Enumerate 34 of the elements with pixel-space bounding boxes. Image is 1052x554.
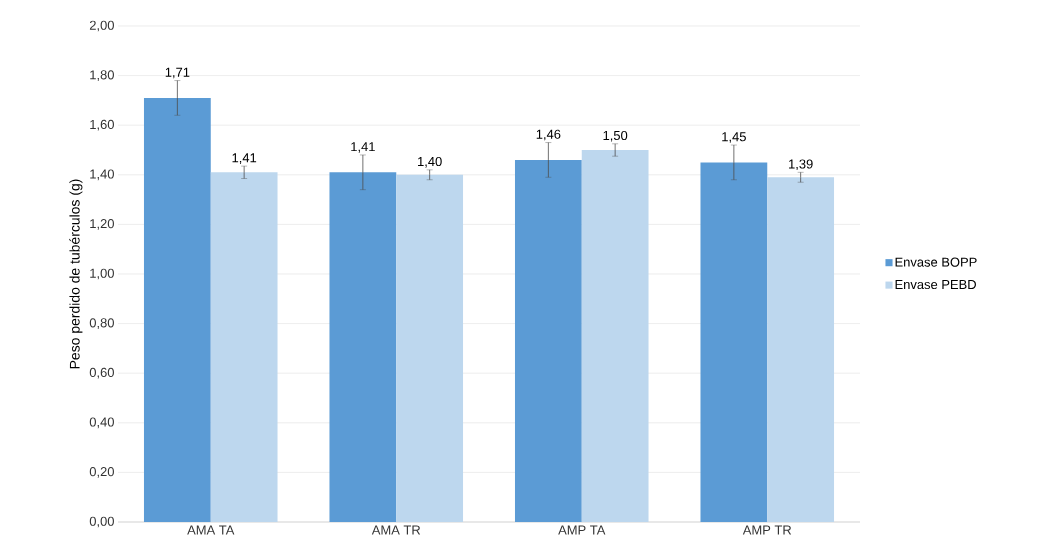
y-tick-label: 1,00	[90, 268, 114, 280]
data-label: 1,41	[232, 153, 257, 164]
y-tick-label: 1,80	[90, 70, 114, 81]
y-tick-label: 1,40	[90, 169, 114, 181]
y-axis-title: Peso perdido de tubérculos (g)	[69, 179, 83, 369]
bar	[514, 159, 582, 522]
x-tick-label: AMA TA	[187, 525, 235, 535]
legend-label: Envase PEBD	[895, 280, 976, 290]
data-label: 1,40	[418, 156, 442, 168]
y-tick-label: 0,20	[89, 467, 114, 478]
data-label: 1,71	[165, 67, 190, 79]
bar	[700, 162, 768, 522]
bar	[396, 174, 464, 522]
y-tick-label: 2,00	[89, 20, 114, 32]
y-tick-label: 1,60	[90, 119, 114, 131]
bar	[329, 172, 397, 522]
data-label: 1,50	[603, 130, 628, 142]
data-label: 1,46	[536, 129, 561, 141]
y-tick-label: 0,60	[89, 367, 114, 379]
x-tick-label: AMP TA	[558, 525, 606, 535]
bar	[210, 172, 278, 522]
x-tick-label: AMP TR	[742, 525, 792, 535]
y-tick-label: 0,80	[89, 318, 114, 329]
data-label: 1,39	[789, 159, 813, 171]
data-label: 1,41	[351, 142, 375, 153]
x-tick-label: AMA TR	[371, 525, 421, 535]
y-tick-label: 1,20	[90, 219, 114, 230]
bar	[767, 177, 835, 522]
y-tick-label: 0,40	[89, 417, 114, 429]
bar	[143, 97, 211, 522]
bar	[581, 150, 649, 522]
y-tick-label: 0,00	[89, 516, 114, 528]
legend-label: Envase BOPP	[895, 257, 977, 267]
data-label: 1,45	[722, 132, 746, 143]
